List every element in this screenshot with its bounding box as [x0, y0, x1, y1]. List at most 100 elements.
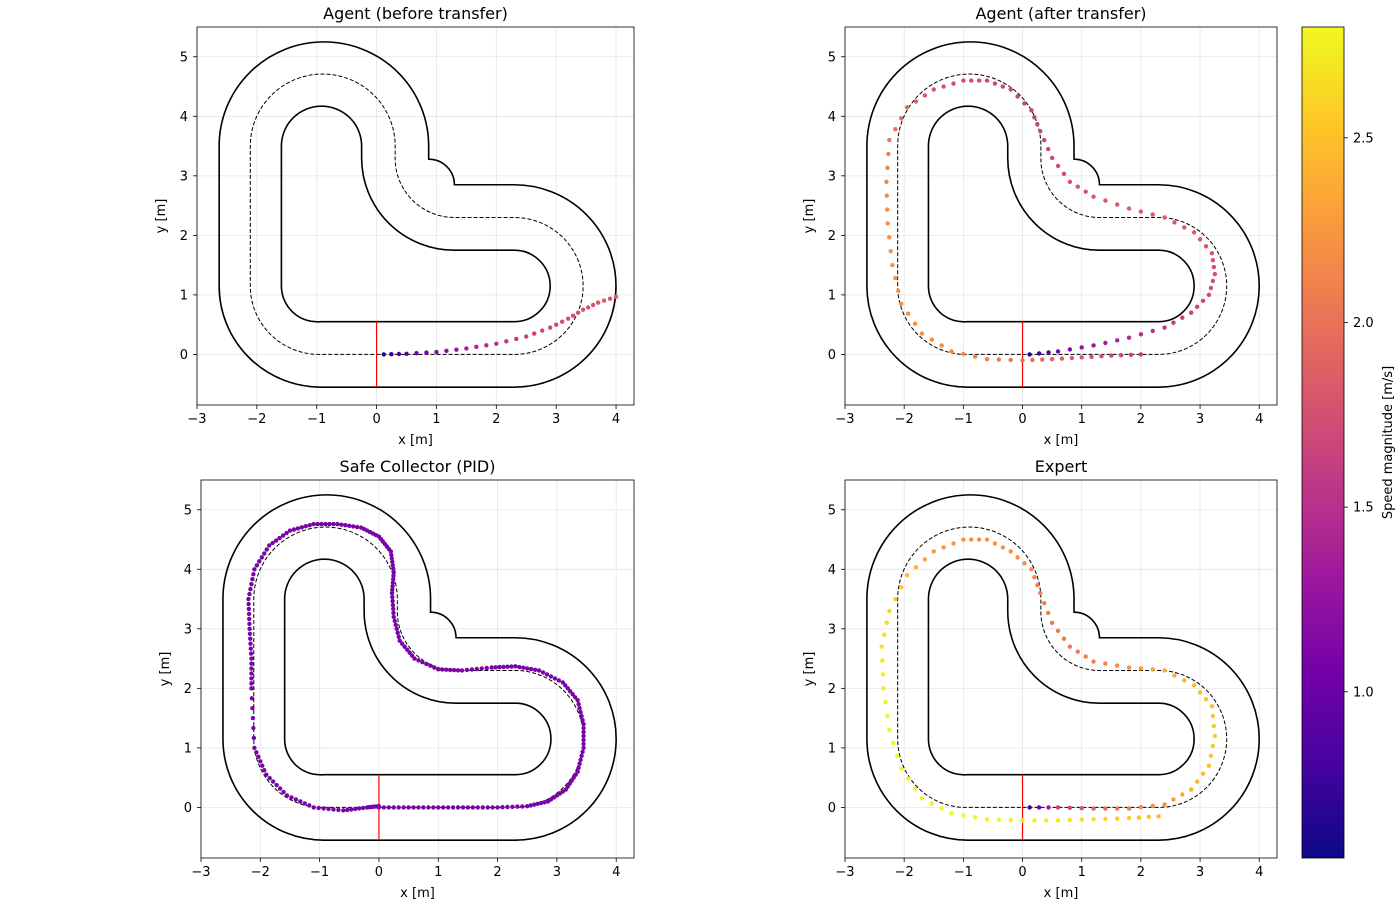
- trajectory-point: [1079, 817, 1084, 822]
- trajectory-point: [470, 805, 476, 810]
- x-tick-label: 0: [372, 412, 380, 427]
- trajectory-point: [1200, 298, 1206, 304]
- trajectory-point: [580, 307, 586, 312]
- trajectory-point: [961, 537, 966, 542]
- trajectory-point: [267, 543, 272, 548]
- x-axis-label: x [m]: [400, 886, 435, 901]
- trajectory-point: [250, 705, 255, 711]
- trajectory-point: [1103, 806, 1108, 811]
- trajectory-point: [884, 620, 890, 626]
- trajectory-point: [284, 530, 289, 536]
- trajectory-point: [881, 686, 886, 691]
- trajectory-point: [1212, 271, 1218, 277]
- trajectory-point: [904, 573, 910, 578]
- trajectory-point: [1162, 802, 1167, 807]
- trajectory-point: [397, 638, 402, 643]
- trajectory-point: [489, 665, 494, 670]
- trajectory-point: [396, 634, 401, 639]
- trajectory-point: [1089, 354, 1094, 359]
- trajectory: [884, 78, 1218, 363]
- trajectory-point: [517, 664, 522, 670]
- trajectory-point: [922, 93, 928, 98]
- trajectory-point: [404, 351, 409, 357]
- axes-frame: [844, 479, 1278, 859]
- trajectory-point: [264, 547, 269, 552]
- trajectory-point: [1210, 743, 1216, 749]
- trajectory-point: [513, 664, 518, 669]
- trajectory-point: [929, 337, 934, 342]
- trajectory-point: [475, 805, 481, 810]
- track: [867, 42, 1259, 387]
- trajectory-point: [416, 805, 421, 810]
- trajectory-point: [931, 87, 936, 92]
- subplot-title: Agent (before transfer): [323, 4, 508, 23]
- trajectory-point: [899, 766, 904, 771]
- trajectory-point: [1027, 805, 1032, 810]
- trajectory-point: [455, 668, 461, 673]
- trajectory-point: [249, 676, 254, 681]
- trajectory-point: [540, 328, 545, 333]
- trajectory-point: [961, 78, 966, 83]
- trajectory-point: [1206, 763, 1212, 768]
- trajectory-point: [1055, 818, 1061, 823]
- trajectory-point: [899, 301, 904, 307]
- trajectory-point: [1172, 673, 1177, 678]
- trajectory-point: [267, 775, 272, 781]
- trajectory-point: [913, 99, 919, 104]
- x-tick-label: 4: [612, 412, 620, 427]
- trajectory-point: [1099, 353, 1104, 359]
- trajectory-point: [1008, 549, 1013, 554]
- colorbar: 1.0 1.5 2.0 2.5 Speed magnitude [m/s]: [1301, 26, 1396, 859]
- trajectory-point: [247, 626, 252, 632]
- trajectory-point: [464, 667, 470, 673]
- x-tick-label: 1: [1078, 865, 1086, 880]
- trajectory-point: [262, 551, 267, 556]
- trajectory-point: [1049, 620, 1055, 626]
- trajectory-point: [1055, 163, 1061, 169]
- trajectory-point: [1083, 189, 1088, 194]
- track-inner-boundary: [285, 559, 551, 775]
- x-tick-label: 1: [1078, 412, 1086, 427]
- trajectory-point: [474, 344, 479, 350]
- x-tick-label: 0: [1018, 865, 1026, 880]
- trajectory-point: [459, 668, 465, 673]
- y-tick-label: 2: [828, 682, 836, 697]
- trajectory-point: [493, 665, 498, 670]
- trajectory-point: [406, 805, 411, 810]
- trajectory-point: [1045, 146, 1051, 152]
- trajectory-point: [386, 805, 392, 810]
- trajectory-point: [494, 341, 499, 346]
- trajectory-point: [984, 78, 990, 83]
- y-tick-label: 1: [184, 741, 192, 756]
- trajectory-point: [1211, 723, 1217, 729]
- trajectory-point: [514, 336, 519, 342]
- trajectory-point: [484, 343, 489, 348]
- trajectory-point: [532, 667, 538, 672]
- trajectory-point: [343, 523, 348, 528]
- trajectory-point: [505, 804, 510, 810]
- trajectory-point: [1136, 815, 1142, 820]
- trajectory-point: [1162, 215, 1167, 220]
- y-tick-label: 2: [828, 229, 836, 244]
- trajectory-point: [1180, 792, 1185, 797]
- track-outer-boundary: [867, 495, 1259, 840]
- trajectory-point: [270, 540, 275, 546]
- trajectory-point: [931, 549, 936, 554]
- trajectory-point: [552, 676, 558, 681]
- trajectory-point: [941, 545, 946, 550]
- trajectory-point: [572, 695, 578, 700]
- trajectory-point: [390, 563, 395, 568]
- x-tick-label: 2: [1137, 412, 1145, 427]
- trajectory-point: [528, 803, 533, 808]
- trajectory-point: [299, 525, 305, 530]
- trajectory-point: [885, 207, 890, 212]
- trajectory-point: [331, 521, 336, 527]
- y-tick-label: 5: [180, 50, 188, 65]
- trajectory-point: [510, 804, 515, 810]
- trajectory-point: [544, 672, 550, 677]
- trajectory-point: [1029, 567, 1034, 572]
- trajectory-point: [601, 298, 607, 303]
- trajectory-point: [349, 807, 354, 812]
- trajectory-point: [913, 565, 919, 570]
